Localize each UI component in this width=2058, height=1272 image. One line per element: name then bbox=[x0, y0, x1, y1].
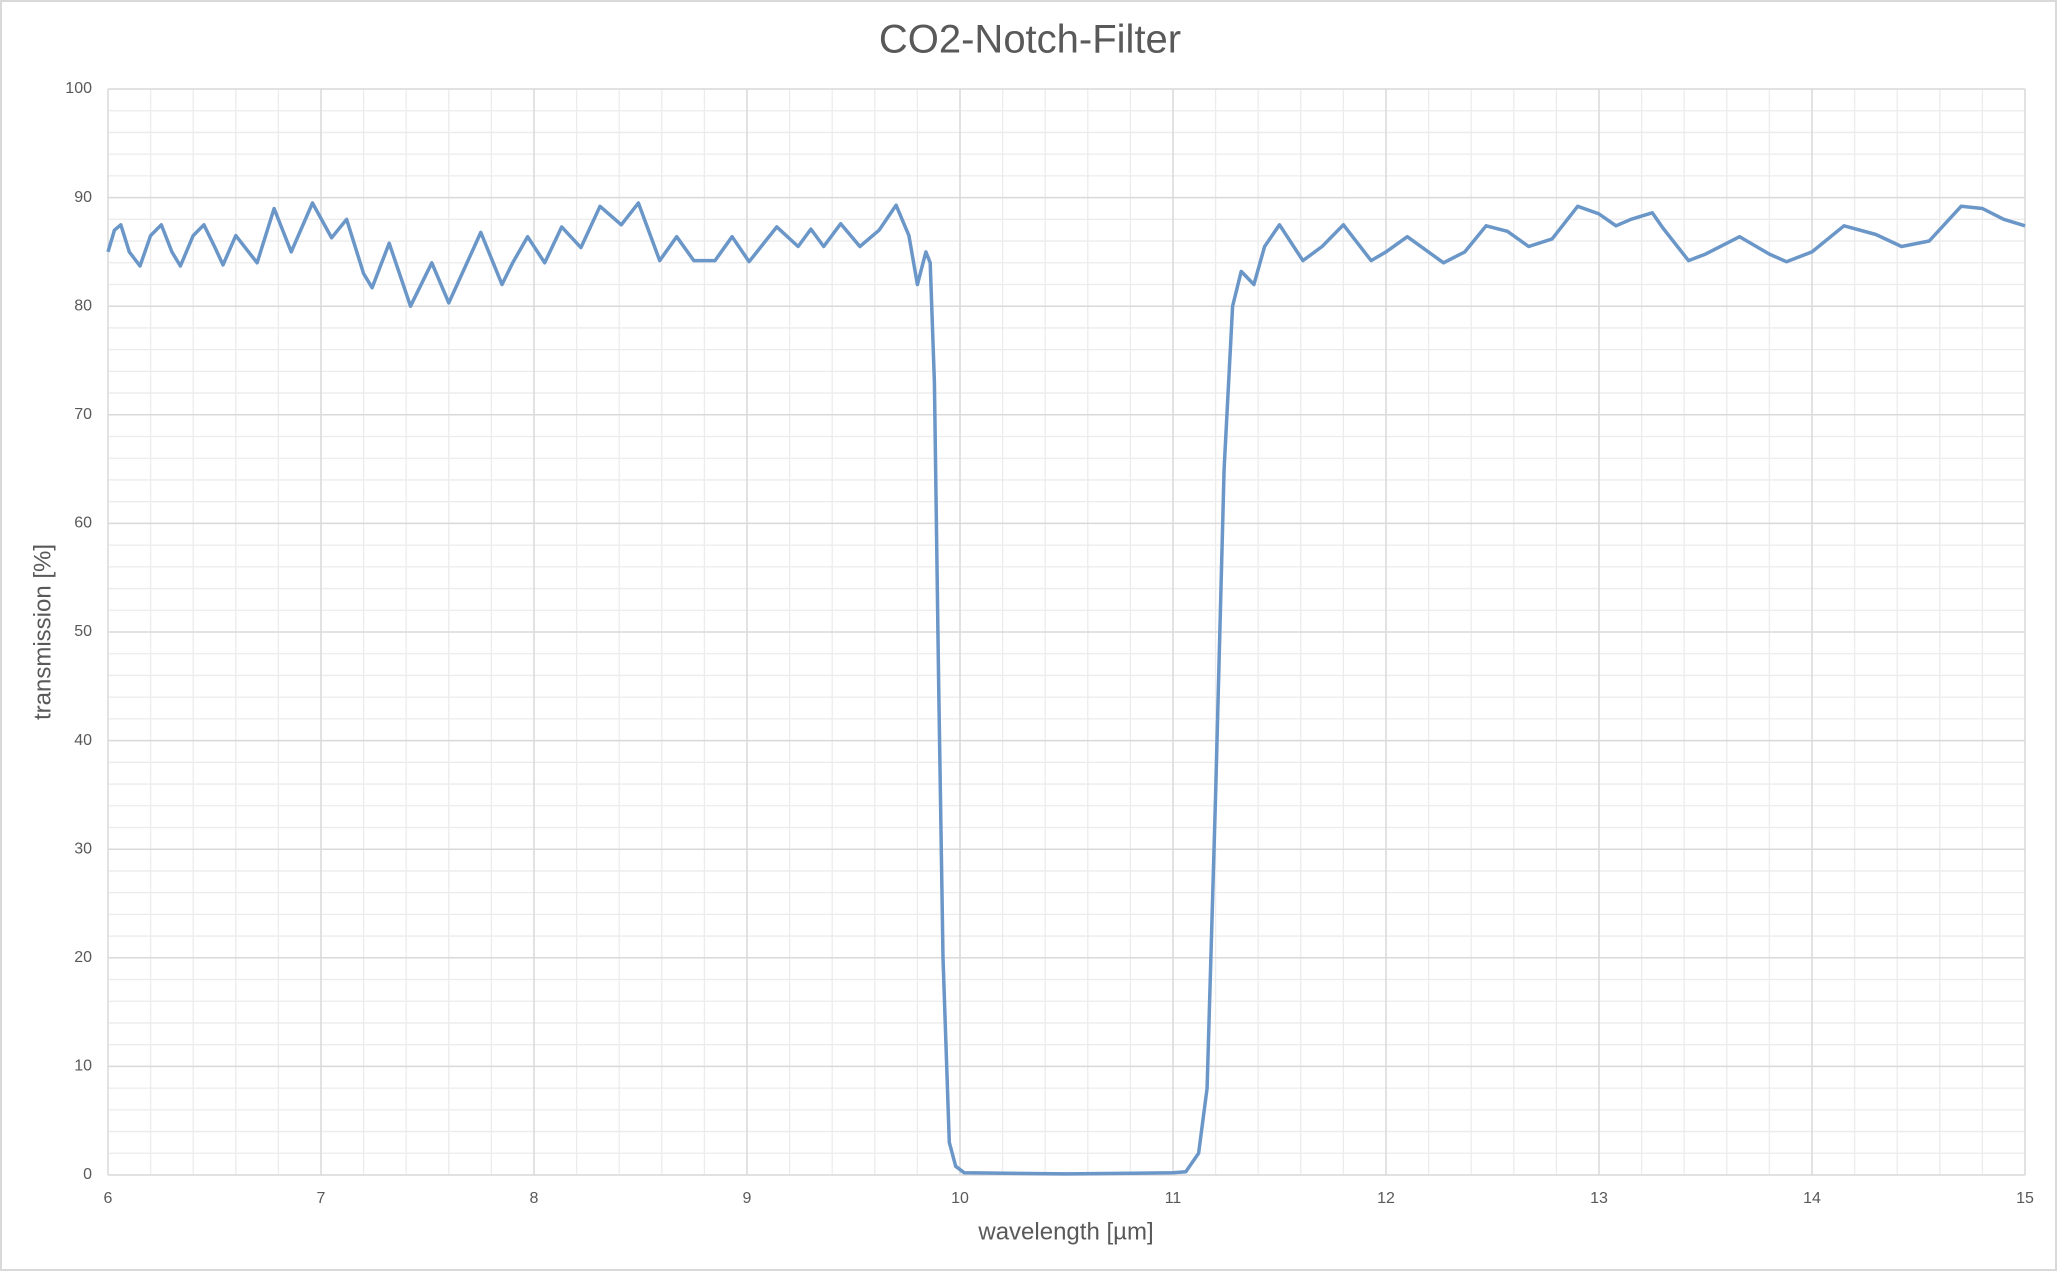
y-tick-label: 80 bbox=[74, 297, 92, 314]
y-tick-label: 60 bbox=[74, 515, 92, 532]
x-tick-label: 15 bbox=[2016, 1190, 2034, 1207]
y-tick-label: 50 bbox=[74, 623, 92, 640]
y-tick-label: 100 bbox=[65, 80, 92, 97]
x-tick-label: 12 bbox=[1377, 1190, 1395, 1207]
chart-title: CO2-Notch-Filter bbox=[879, 18, 1181, 62]
x-tick-label: 14 bbox=[1803, 1190, 1821, 1207]
y-axis-label: transmission [%] bbox=[29, 544, 56, 720]
x-tick-label: 13 bbox=[1590, 1190, 1608, 1207]
y-tick-label: 10 bbox=[74, 1058, 92, 1075]
y-tick-label: 0 bbox=[83, 1166, 92, 1183]
y-tick-label: 70 bbox=[74, 406, 92, 423]
x-tick-label: 8 bbox=[530, 1190, 539, 1207]
y-tick-label: 40 bbox=[74, 732, 92, 749]
x-tick-label: 11 bbox=[1165, 1190, 1182, 1207]
x-tick-label: 10 bbox=[951, 1190, 969, 1207]
x-tick-label: 9 bbox=[743, 1190, 752, 1207]
y-tick-label: 90 bbox=[74, 189, 92, 206]
data-line bbox=[106, 201, 2026, 1176]
x-tick-label: 6 bbox=[104, 1190, 113, 1207]
y-tick-label: 20 bbox=[74, 949, 92, 966]
x-tick-label: 7 bbox=[317, 1190, 326, 1207]
y-tick-label: 30 bbox=[74, 840, 92, 857]
x-axis-label: wavelength [µm] bbox=[977, 1218, 1153, 1245]
